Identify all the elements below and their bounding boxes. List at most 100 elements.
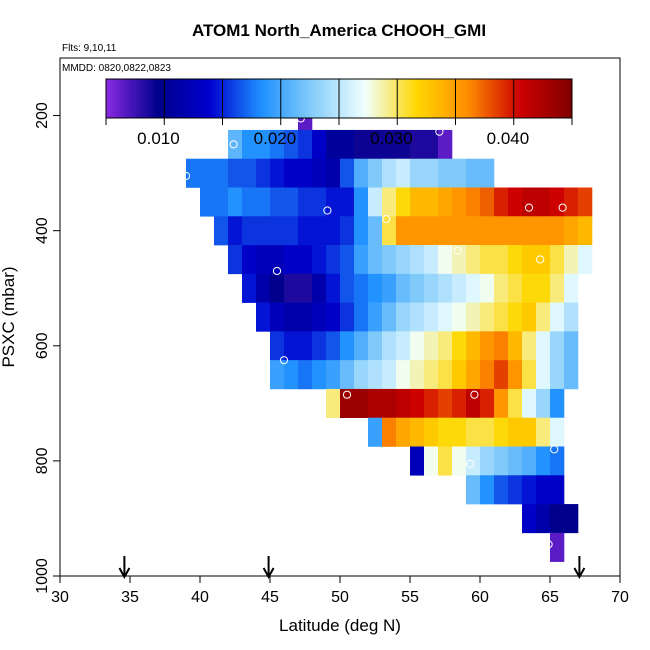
heatmap-cell	[396, 187, 411, 217]
heatmap-cell	[438, 360, 453, 390]
colorbar-segment	[129, 79, 134, 118]
heatmap-cell	[410, 417, 425, 447]
x-tick-label: 55	[401, 589, 419, 606]
heatmap-cell	[382, 331, 397, 361]
sample-marker-icon	[229, 140, 238, 149]
colorbar-segment	[458, 79, 463, 118]
colorbar-segment	[548, 79, 553, 118]
heatmap-cell	[466, 331, 481, 361]
heatmap-cell	[480, 475, 495, 505]
heatmap-cell	[438, 187, 453, 217]
heatmap-cell	[410, 158, 425, 188]
heatmap-cell	[508, 417, 523, 447]
colorbar: 0.010 0.020 0.030 0.040	[105, 78, 573, 148]
colorbar-segment	[345, 79, 350, 118]
heatmap-cell	[550, 446, 565, 476]
heatmap-cell	[564, 302, 579, 332]
colorbar-segment	[179, 79, 183, 118]
heatmap-cell	[284, 360, 299, 390]
sample-marker-icon	[544, 540, 553, 549]
colorbar-segment	[225, 79, 230, 118]
heatmap-cell	[536, 187, 551, 217]
x-axis-label: Latitude (deg N)	[279, 616, 401, 635]
heatmap-cell	[466, 158, 481, 188]
heatmap-cell	[298, 158, 313, 188]
heatmap-cell	[368, 417, 383, 447]
heatmap-cell	[480, 216, 495, 246]
colorbar-segment	[172, 79, 177, 118]
colorbar-segment	[558, 79, 563, 118]
heatmap-cell	[522, 446, 537, 476]
heatmap-cell	[270, 216, 285, 246]
sample-marker-icon	[453, 246, 462, 255]
heatmap-cell	[326, 245, 341, 275]
colorbar-segment	[159, 79, 163, 118]
colorbar-segment	[388, 79, 393, 118]
dates-label: MMDD: 0820,0822,0823	[62, 63, 171, 74]
colorbar-segment	[322, 79, 327, 118]
sample-marker-icon	[558, 203, 567, 212]
heatmap-cell	[396, 417, 411, 447]
heatmap-cell	[452, 302, 467, 332]
colorbar-segment	[142, 79, 147, 118]
colorbar-segment	[422, 79, 426, 118]
colorbar-segment	[565, 79, 570, 118]
heatmap-cell	[284, 245, 299, 275]
colorbar-segment	[505, 79, 510, 118]
heatmap-cell	[452, 360, 467, 390]
heatmap-cell	[424, 129, 439, 160]
down-arrow-icon	[118, 567, 131, 580]
heatmap-cell	[424, 216, 439, 246]
heatmap-cell	[550, 216, 565, 246]
colorbar-segment	[292, 79, 297, 118]
x-tick-label: 35	[121, 589, 139, 606]
colorbar-segment	[362, 79, 367, 118]
heatmap-cell	[536, 216, 551, 246]
colorbar-segment	[538, 79, 543, 118]
heatmap-cell	[242, 187, 257, 217]
colorbar-segment	[342, 79, 347, 118]
heatmap-cell	[256, 245, 271, 275]
colorbar-segment	[498, 79, 503, 118]
heatmap-cell	[200, 158, 215, 188]
heatmap-cell	[382, 388, 397, 419]
heatmap-cell	[298, 331, 313, 361]
heatmap-cell	[438, 302, 453, 332]
sample-marker-icon	[342, 390, 352, 399]
heatmap-cell	[200, 187, 215, 217]
heatmap-cell	[438, 245, 453, 275]
heatmap-cell	[480, 417, 495, 447]
y-tick-label: 200	[34, 102, 51, 129]
heatmap-cell	[424, 360, 439, 390]
heatmap-cell	[480, 187, 495, 217]
heatmap-cell	[550, 417, 565, 447]
heatmap-cell	[396, 331, 411, 361]
flights-label: Flts: 9,10,11	[62, 43, 117, 54]
colorbar-segment	[442, 79, 446, 118]
colorbar-segment	[522, 79, 526, 118]
heatmap-cell	[368, 331, 383, 361]
heatmap-cell	[270, 302, 285, 332]
colorbar-segment	[119, 79, 124, 118]
heatmap-cell	[340, 129, 355, 160]
heatmap-cell	[396, 158, 411, 188]
colorbar-segment	[222, 79, 227, 118]
colorbar-segment	[425, 79, 430, 118]
heatmap-cell	[298, 360, 313, 390]
heatmap-cell	[326, 129, 341, 160]
heatmap-cell	[340, 360, 355, 390]
heatmap-cell	[452, 417, 467, 447]
colorbar-segment	[285, 79, 290, 118]
colorbar-segment	[109, 79, 114, 118]
heatmap-cell	[326, 302, 341, 332]
heatmap-cell	[536, 388, 551, 419]
heatmap-cell	[270, 273, 285, 303]
colorbar-segment	[255, 79, 260, 118]
heatmap-cell	[466, 360, 481, 390]
colorbar-segment	[365, 79, 370, 118]
heatmap-cell	[354, 216, 369, 246]
colorbar-segment	[272, 79, 277, 118]
heatmap-cell	[368, 273, 383, 303]
sample-marker-icon	[181, 171, 191, 181]
heatmap-cell	[312, 360, 327, 390]
